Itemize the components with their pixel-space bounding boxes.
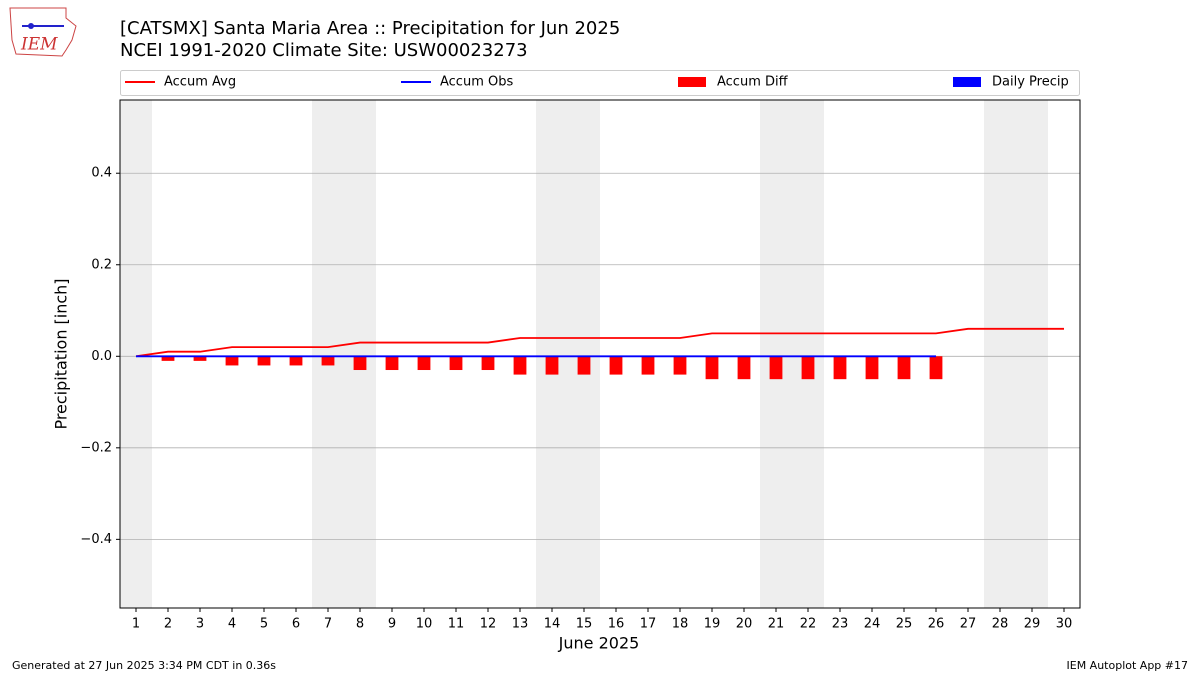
- bar: [481, 356, 495, 371]
- x-tick-label: 19: [704, 617, 721, 632]
- x-tick-label: 25: [896, 617, 913, 632]
- logo-dot: [28, 23, 34, 29]
- bar: [769, 356, 783, 380]
- y-tick-label: 0.0: [91, 349, 112, 364]
- logo-outline: [9, 7, 77, 57]
- bar: [353, 356, 367, 371]
- x-tick-label: 18: [672, 617, 689, 632]
- bar: [609, 356, 623, 375]
- x-tick-label: 29: [1024, 617, 1041, 632]
- x-tick-label: 6: [292, 617, 300, 632]
- bar: [641, 356, 655, 375]
- weekend-shade: [760, 100, 824, 608]
- bar: [929, 356, 943, 380]
- x-tick-label: 11: [448, 617, 465, 632]
- y-tick-label: 0.4: [91, 166, 112, 181]
- bar: [673, 356, 687, 375]
- x-tick-label: 24: [864, 617, 881, 632]
- bar: [705, 356, 719, 380]
- bar: [865, 356, 879, 380]
- legend-label: Accum Avg: [164, 75, 236, 90]
- bar: [737, 356, 751, 380]
- x-tick-label: 3: [196, 617, 204, 632]
- bar: [449, 356, 463, 371]
- legend-label: Daily Precip: [992, 75, 1069, 90]
- x-tick-label: 2: [164, 617, 172, 632]
- bar: [417, 356, 431, 371]
- legend-label: Accum Diff: [717, 75, 789, 90]
- bar: [897, 356, 911, 380]
- x-tick-label: 1: [132, 617, 140, 632]
- y-tick-label: −0.2: [80, 440, 112, 455]
- x-tick-label: 26: [928, 617, 945, 632]
- bar: [513, 356, 527, 375]
- x-tick-label: 30: [1056, 617, 1073, 632]
- x-tick-label: 23: [832, 617, 849, 632]
- bar: [257, 356, 271, 366]
- bar: [545, 356, 559, 375]
- x-tick-label: 12: [480, 617, 497, 632]
- bar: [321, 356, 335, 366]
- chart-title: [CATSMX] Santa Maria Area :: Precipitati…: [120, 18, 620, 39]
- bar: [161, 356, 175, 361]
- x-tick-label: 5: [260, 617, 268, 632]
- y-tick-label: 0.2: [91, 257, 112, 272]
- logo-text: IEM: [20, 35, 58, 55]
- legend-swatch: [953, 77, 981, 87]
- weekend-shade: [984, 100, 1048, 608]
- x-tick-label: 20: [736, 617, 753, 632]
- weekend-shade: [312, 100, 376, 608]
- logo: IEM: [9, 7, 77, 57]
- x-tick-label: 4: [228, 617, 236, 632]
- x-tick-label: 17: [640, 617, 657, 632]
- x-tick-label: 28: [992, 617, 1009, 632]
- bar: [289, 356, 303, 366]
- chart-subtitle: NCEI 1991-2020 Climate Site: USW00023273: [120, 40, 528, 61]
- x-tick-label: 21: [768, 617, 785, 632]
- bar: [833, 356, 847, 380]
- legend-box: [120, 70, 1080, 96]
- bar: [385, 356, 399, 371]
- y-axis-label: Precipitation [inch]: [52, 278, 71, 429]
- legend-swatch: [678, 77, 706, 87]
- legend-label: Accum Obs: [440, 75, 513, 90]
- bar: [577, 356, 591, 375]
- bar: [193, 356, 207, 361]
- plot-frame: [119, 99, 1081, 609]
- x-tick-label: 7: [324, 617, 332, 632]
- footer-right: IEM Autoplot App #17: [1067, 659, 1189, 672]
- x-tick-label: 13: [512, 617, 529, 632]
- weekend-shade: [536, 100, 600, 608]
- footer-left: Generated at 27 Jun 2025 3:34 PM CDT in …: [12, 659, 276, 672]
- x-tick-label: 14: [544, 617, 561, 632]
- bar: [225, 356, 239, 366]
- x-tick-label: 10: [416, 617, 433, 632]
- line: [135, 327, 1064, 358]
- x-tick-label: 8: [356, 617, 364, 632]
- x-tick-label: 15: [576, 617, 593, 632]
- x-tick-label: 22: [800, 617, 817, 632]
- x-tick-label: 16: [608, 617, 625, 632]
- x-tick-label: 27: [960, 617, 977, 632]
- x-axis-label: June 2025: [558, 634, 640, 653]
- x-tick-label: 9: [388, 617, 396, 632]
- y-tick-label: −0.4: [80, 532, 112, 547]
- bar: [801, 356, 815, 380]
